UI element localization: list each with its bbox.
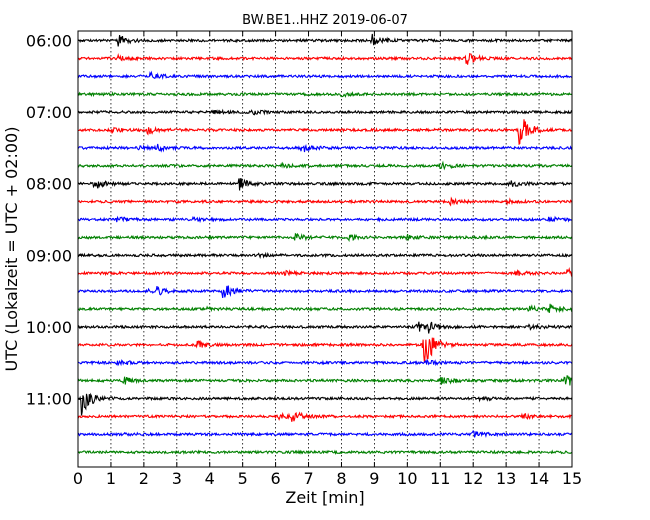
seismogram-traces xyxy=(77,33,573,455)
x-tick-label-10: 10 xyxy=(397,469,417,488)
y-tick-label-3: 09:00 xyxy=(26,246,72,265)
y-tick-label-0: 06:00 xyxy=(26,32,72,51)
x-tick-label-2: 2 xyxy=(139,469,149,488)
trace-1130 xyxy=(77,430,573,439)
trace-0615 xyxy=(77,52,573,65)
plot-frame xyxy=(77,30,573,468)
y-tick-label-2: 08:00 xyxy=(26,175,72,194)
y-axis-title: UTC (Lokalzeit = UTC + 02:00) xyxy=(2,127,21,372)
y-tick-label-1: 07:00 xyxy=(26,103,72,122)
trace-0845 xyxy=(77,232,573,243)
x-tick-label-5: 5 xyxy=(238,469,248,488)
trace-1115 xyxy=(77,411,573,422)
vertical-gridlines xyxy=(110,31,540,467)
x-tick-label-11: 11 xyxy=(430,469,450,488)
trace-1015 xyxy=(77,337,573,364)
x-tick-label-3: 3 xyxy=(172,469,182,488)
y-tick-label-4: 10:00 xyxy=(26,318,72,337)
y-tick-label-5: 11:00 xyxy=(26,390,72,409)
trace-1045 xyxy=(77,375,573,386)
y-axis-ticks: 06:00 07:00 08:00 09:00 10:00 11:00 xyxy=(26,32,83,409)
x-axis-title: Zeit [min] xyxy=(285,488,364,507)
trace-0730 xyxy=(77,143,573,153)
trace-0815 xyxy=(77,196,573,207)
trace-0900 xyxy=(77,251,573,259)
x-tick-label-15: 15 xyxy=(562,469,582,488)
x-tick-label-8: 8 xyxy=(336,469,346,488)
trace-0945 xyxy=(77,303,573,314)
trace-1145 xyxy=(77,449,573,455)
x-tick-label-13: 13 xyxy=(496,469,516,488)
x-tick-label-1: 1 xyxy=(106,469,116,488)
trace-0830 xyxy=(77,215,573,224)
trace-0915 xyxy=(77,267,573,278)
x-tick-label-0: 0 xyxy=(73,469,83,488)
x-tick-label-7: 7 xyxy=(303,469,313,488)
trace-0800 xyxy=(77,178,573,191)
trace-0630 xyxy=(77,70,573,80)
x-tick-label-9: 9 xyxy=(369,469,379,488)
x-tick-label-6: 6 xyxy=(271,469,281,488)
trace-0745 xyxy=(77,160,573,171)
x-tick-label-14: 14 xyxy=(529,469,549,488)
trace-0930 xyxy=(77,285,573,298)
trace-0600 xyxy=(77,33,573,47)
trace-1100 xyxy=(77,392,573,416)
x-tick-label-12: 12 xyxy=(463,469,483,488)
trace-0645 xyxy=(77,91,573,98)
x-axis-ticks: 0 1 2 3 4 5 6 7 8 9 10 11 12 13 14 15 xyxy=(73,31,582,488)
x-tick-label-4: 4 xyxy=(205,469,215,488)
chart-title: BW.BE1..HHZ 2019-06-07 xyxy=(242,13,408,28)
trace-1000 xyxy=(77,321,573,334)
trace-0700 xyxy=(77,108,573,116)
trace-1030 xyxy=(77,358,573,367)
trace-0715 xyxy=(77,119,573,146)
